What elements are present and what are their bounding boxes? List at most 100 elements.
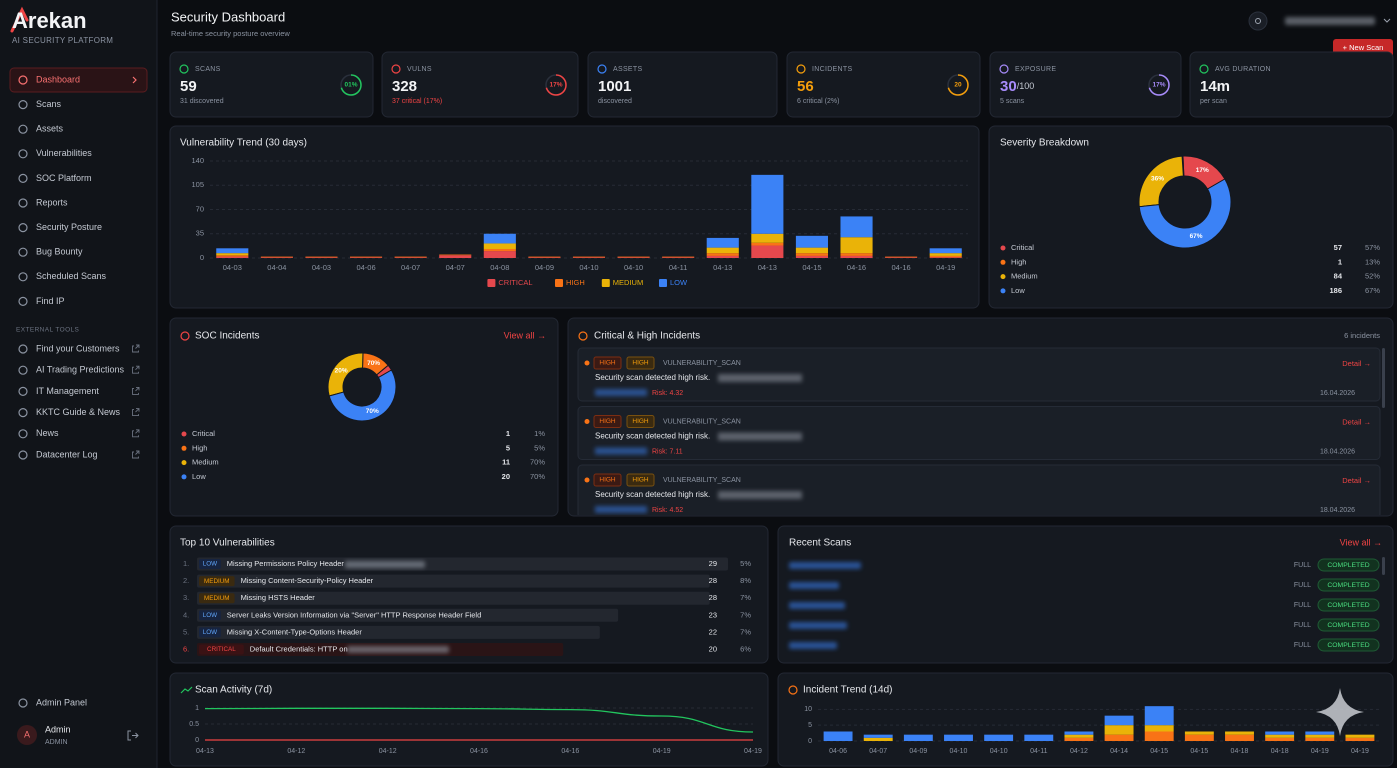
tool-link[interactable]: Datacenter Log — [36, 449, 98, 459]
stat-ring-label: 20 — [954, 82, 962, 89]
icon — [788, 685, 798, 695]
incident-risk: Risk: 7.11 — [652, 448, 683, 455]
bar-segment — [1345, 734, 1375, 738]
nav-active[interactable] — [9, 67, 148, 93]
count-bar — [197, 557, 728, 571]
icon — [18, 365, 28, 375]
nav-item[interactable]: Security Posture — [36, 222, 102, 232]
bar-segment — [572, 257, 606, 258]
legend-share: 67% — [1365, 286, 1380, 295]
tool-link[interactable]: IT Management — [36, 386, 99, 396]
legend-swatch — [487, 279, 496, 287]
tool-link[interactable]: News — [36, 428, 59, 438]
stat-card — [989, 51, 1182, 118]
x-tick-label: 04-08 — [490, 263, 509, 272]
logout-icon[interactable] — [127, 730, 139, 741]
rank: 4. — [183, 610, 189, 619]
redacted-text — [789, 602, 845, 609]
x-tick-label: 04-19 — [1311, 748, 1329, 755]
nav-item[interactable]: Assets — [36, 124, 64, 134]
external-icon — [132, 344, 140, 353]
legend-swatch — [659, 279, 667, 287]
nav-item[interactable]: Dashboard — [36, 74, 80, 84]
sparkle — [1316, 688, 1364, 736]
incident-date: 18.04.2026 — [1320, 507, 1355, 514]
x-tick-label: 04-14 — [1110, 748, 1128, 755]
external-icon — [132, 408, 140, 417]
stat-label: AVG DURATION — [1215, 66, 1271, 73]
nav-item[interactable]: SOC Platform — [36, 173, 92, 183]
y-tick-label: 35 — [196, 229, 204, 238]
incident-item[interactable]: HIGH HIGH VULNERABILITY_SCAN Security scan … — [577, 464, 1381, 518]
nav-item[interactable]: Vulnerabilities — [36, 148, 92, 158]
severity-badge-label: LOW — [203, 629, 217, 636]
admin-panel[interactable]: Admin Panel — [36, 697, 87, 707]
bar-segment — [662, 257, 695, 258]
legend-value: 11 — [502, 458, 510, 467]
bar-segment — [1225, 734, 1254, 741]
legend-share: 57% — [1365, 243, 1380, 252]
x-tick-label: 04-13 — [196, 748, 214, 755]
view-all-link[interactable]: View all → — [1340, 537, 1382, 547]
nav-item[interactable]: Reports — [36, 197, 68, 207]
incident-item[interactable]: HIGH HIGH VULNERABILITY_SCAN Security scan … — [577, 347, 1381, 402]
legend-label: MEDIUM — [613, 278, 643, 287]
external-icon — [132, 429, 140, 438]
x-tick-label: 04-15 — [1190, 748, 1208, 755]
new-scan-label[interactable]: + New Scan — [1343, 43, 1384, 52]
incident-item[interactable]: HIGH HIGH VULNERABILITY_SCAN Security scan … — [577, 406, 1381, 460]
bar-segment — [617, 257, 650, 258]
card-title: Vulnerability Trend (30 days) — [180, 138, 307, 149]
tool-link[interactable]: AI Trading Predictions — [36, 365, 125, 375]
bar-segment — [1064, 737, 1094, 741]
redacted-text — [789, 642, 837, 649]
icon — [18, 149, 28, 159]
scrollbar — [1382, 557, 1385, 575]
rank: 3. — [183, 593, 189, 602]
bar-segment — [1305, 734, 1335, 738]
legend-share: 70% — [530, 472, 545, 481]
vuln-share: 7% — [740, 593, 751, 602]
redacted-text — [718, 491, 802, 499]
redacted-text — [347, 646, 449, 653]
nav-item[interactable]: Bug Bounty — [36, 247, 83, 257]
bar-segment — [1265, 731, 1295, 735]
nav-item[interactable]: Scheduled Scans — [36, 271, 107, 281]
icon — [18, 698, 28, 708]
bar-segment — [751, 174, 784, 234]
x-tick-label: 04-03 — [223, 263, 242, 272]
scan-type: FULL — [1294, 602, 1311, 609]
tool-link[interactable]: KKTC Guide & News — [36, 407, 121, 417]
x-tick-label: 04-07 — [869, 748, 887, 755]
view-all-link[interactable]: View all → — [504, 330, 546, 340]
stat-sub: 37 critical (17%) — [392, 98, 442, 105]
x-tick-label: 04-15 — [802, 263, 821, 272]
incident-count: 6 incidents — [1344, 331, 1380, 340]
nav-item[interactable]: Scans — [36, 99, 62, 109]
external-icon — [132, 386, 140, 395]
severity-badge-label: HIGH — [599, 418, 616, 425]
legend-label: High — [192, 443, 207, 452]
icon — [597, 64, 607, 74]
x-tick-label: 04-16 — [892, 263, 911, 272]
level-badge-label: HIGH — [632, 477, 649, 484]
vuln-title: Server Leaks Version Information via "Se… — [227, 610, 481, 619]
bar-segment — [1104, 734, 1134, 741]
icon — [18, 386, 28, 396]
stat-label: SCANS — [195, 66, 221, 73]
nav-item[interactable]: Find IP — [36, 296, 65, 306]
bar-segment — [751, 245, 784, 258]
severity-card — [988, 125, 1394, 309]
bar-segment — [863, 734, 893, 738]
x-tick-label: 04-13 — [713, 263, 732, 272]
x-tick-label: 04-09 — [909, 748, 927, 755]
icon — [18, 344, 28, 354]
settings-icon — [1255, 18, 1261, 24]
settings-button[interactable] — [1248, 11, 1268, 31]
status-pill — [1317, 618, 1380, 632]
x-tick-label: 04-19 — [1351, 748, 1369, 755]
vuln-share: 6% — [740, 644, 751, 653]
tool-link[interactable]: Find your Customers — [36, 343, 120, 353]
bar-segment — [216, 248, 249, 254]
x-tick-label: 04-15 — [1150, 748, 1168, 755]
